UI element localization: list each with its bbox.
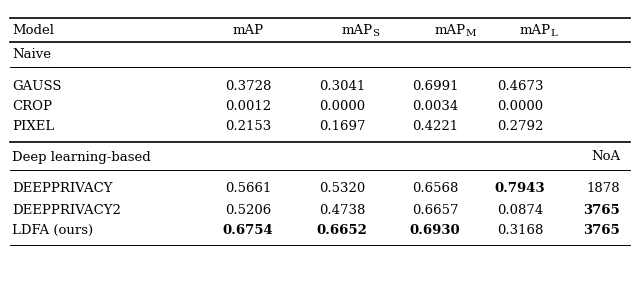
Text: 0.5206: 0.5206 (225, 204, 271, 217)
Text: NoA: NoA (591, 150, 620, 163)
Text: Deep learning-based: Deep learning-based (12, 150, 151, 163)
Text: M: M (465, 28, 476, 37)
Text: 0.3041: 0.3041 (319, 79, 365, 92)
Text: 0.1697: 0.1697 (319, 120, 365, 133)
Text: 0.0000: 0.0000 (497, 101, 543, 114)
Text: mAP: mAP (232, 24, 264, 37)
Text: DEEPPRIVACY2: DEEPPRIVACY2 (12, 204, 121, 217)
Text: 0.6930: 0.6930 (410, 223, 460, 236)
Text: 0.0000: 0.0000 (319, 101, 365, 114)
Text: 3765: 3765 (583, 223, 620, 236)
Text: DEEPPRIVACY: DEEPPRIVACY (12, 182, 113, 195)
Text: mAP: mAP (435, 24, 466, 37)
Text: 0.0034: 0.0034 (412, 101, 458, 114)
Text: 0.6652: 0.6652 (317, 223, 367, 236)
Text: 0.6754: 0.6754 (223, 223, 273, 236)
Text: mAP: mAP (520, 24, 551, 37)
Text: Naive: Naive (12, 49, 51, 62)
Text: 0.6657: 0.6657 (412, 204, 458, 217)
Text: 0.4221: 0.4221 (412, 120, 458, 133)
Text: Model: Model (12, 24, 54, 37)
Text: S: S (372, 28, 379, 37)
Text: GAUSS: GAUSS (12, 79, 61, 92)
Text: 0.3168: 0.3168 (497, 223, 543, 236)
Text: 0.0874: 0.0874 (497, 204, 543, 217)
Text: 0.4673: 0.4673 (497, 79, 543, 92)
Text: mAP: mAP (342, 24, 373, 37)
Text: 0.3728: 0.3728 (225, 79, 271, 92)
Text: 0.4738: 0.4738 (319, 204, 365, 217)
Text: 0.7943: 0.7943 (495, 182, 545, 195)
Text: 3765: 3765 (583, 204, 620, 217)
Text: LDFA (ours): LDFA (ours) (12, 223, 93, 236)
Text: PIXEL: PIXEL (12, 120, 54, 133)
Text: 0.0012: 0.0012 (225, 101, 271, 114)
Text: 0.5320: 0.5320 (319, 182, 365, 195)
Text: 0.5661: 0.5661 (225, 182, 271, 195)
Text: 0.2153: 0.2153 (225, 120, 271, 133)
Text: CROP: CROP (12, 101, 52, 114)
Text: 1878: 1878 (586, 182, 620, 195)
Text: 0.6568: 0.6568 (412, 182, 458, 195)
Text: 0.2792: 0.2792 (497, 120, 543, 133)
Text: 0.6991: 0.6991 (412, 79, 458, 92)
Text: L: L (550, 28, 557, 37)
